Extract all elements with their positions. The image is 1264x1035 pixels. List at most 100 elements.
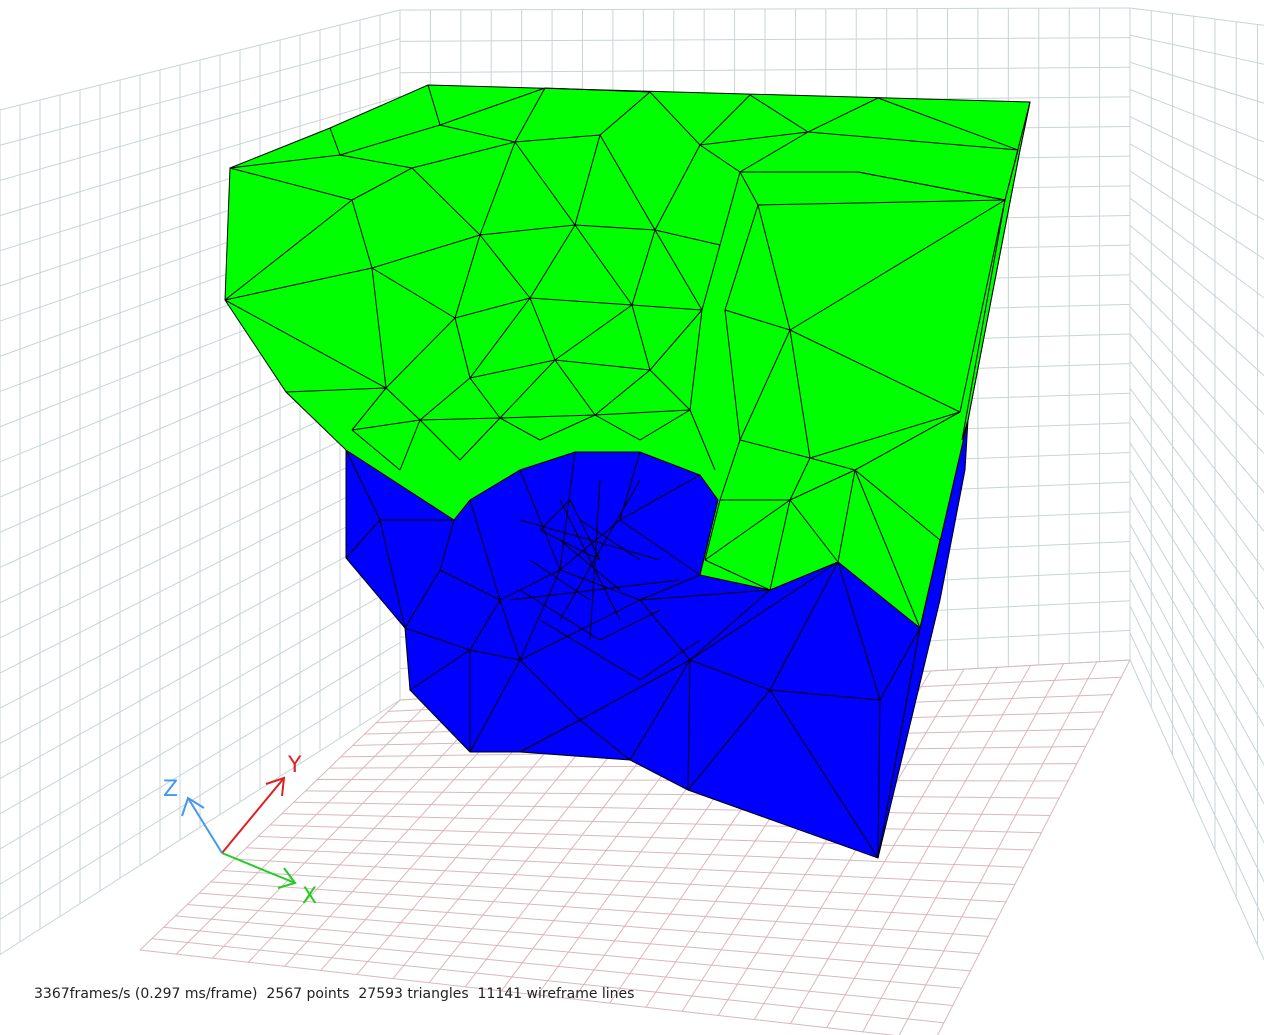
mesh-edge (529, 224, 576, 299)
grid-line (0, 642, 401, 885)
mesh-edge (439, 87, 546, 126)
mesh-edge (529, 559, 591, 601)
mesh-edge (439, 124, 516, 143)
mesh-edge (559, 569, 641, 601)
mesh-edge (427, 84, 441, 126)
mesh-edge (519, 589, 601, 641)
grid-line (399, 7, 1131, 11)
grid-line (234, 858, 1006, 903)
grid-line (305, 790, 1060, 799)
mesh-edge (719, 171, 741, 246)
mesh-edge (519, 569, 561, 661)
mesh-edge (769, 561, 839, 691)
mesh-edge (514, 134, 601, 143)
axis-gizmo: X Y Z (163, 753, 317, 909)
mesh-edge (599, 134, 656, 231)
mesh-edge (229, 167, 353, 201)
mesh-edge (689, 409, 716, 471)
mesh-edge (789, 329, 961, 413)
mesh-edge (329, 127, 341, 156)
mesh-edge (224, 299, 387, 389)
mesh-edge (371, 234, 481, 269)
mesh-edge (589, 479, 601, 641)
grid-line (0, 95, 401, 217)
grid-line (1129, 632, 1264, 922)
mesh-edge (654, 144, 701, 231)
mesh-edge (649, 91, 701, 146)
mesh-edge (285, 387, 387, 393)
mesh-edge (879, 627, 921, 701)
grid-line (0, 555, 401, 780)
mesh-edge (385, 317, 456, 389)
grid-line (0, 440, 401, 639)
grid-line (1129, 89, 1264, 143)
grid-line (1129, 523, 1264, 766)
mesh-edge (519, 519, 661, 561)
mesh-edge (639, 574, 701, 601)
mesh-edge (574, 134, 601, 226)
mesh-edge (409, 649, 471, 691)
mesh-edge (514, 87, 546, 143)
mesh-edge (544, 87, 651, 93)
grid-line (210, 881, 989, 937)
mesh-edge (554, 359, 651, 371)
grid-line (1129, 143, 1264, 221)
mesh-edge (789, 457, 811, 501)
mesh-edge (579, 719, 631, 761)
mesh-edge (757, 204, 791, 331)
y-axis-label: Y (287, 753, 302, 778)
mesh-edge (529, 297, 633, 306)
grid-line (139, 949, 896, 1035)
mesh-edge (689, 561, 839, 661)
mesh-edge (519, 469, 561, 571)
mesh-edge (399, 419, 421, 471)
mesh-edge (439, 569, 501, 601)
mesh-edge (654, 229, 721, 246)
mesh-edge (519, 659, 581, 721)
mesh-edge (877, 699, 881, 859)
mesh-edge (519, 719, 581, 753)
mesh-edge (345, 519, 381, 559)
render-stats: 3367frames/s (0.297 ms/frame) 2567 point… (34, 986, 635, 1002)
grid-line (258, 835, 1024, 868)
mesh-edge (837, 469, 856, 563)
mesh-edge (339, 154, 413, 169)
grid-line (222, 869, 998, 920)
mesh-edge (339, 124, 441, 156)
mesh-edge (757, 199, 1006, 206)
mesh-edge (224, 267, 373, 301)
mesh-edge (699, 144, 741, 173)
mesh-edge (619, 474, 701, 521)
grid-line (0, 498, 401, 709)
mesh-edge (351, 429, 401, 471)
mesh-edge (704, 499, 721, 561)
grid-line (399, 37, 1131, 42)
mesh-edge (459, 417, 501, 461)
mesh-edge (769, 689, 881, 701)
mesh-edge (559, 519, 621, 571)
mesh-edge (469, 659, 521, 753)
mesh-edge (351, 167, 413, 201)
mesh-model[interactable] (224, 84, 1031, 859)
grid-line (175, 915, 962, 989)
mesh-edge (724, 309, 741, 441)
mesh-edge (619, 519, 701, 576)
mesh-edge (574, 224, 633, 306)
mesh-edge (539, 619, 641, 681)
z-axis-label: Z (163, 777, 178, 802)
grid-line (1129, 116, 1264, 182)
mesh-edge (499, 569, 561, 601)
mesh-edge (519, 599, 641, 661)
mesh-edge (689, 659, 771, 691)
mesh-edge (639, 599, 691, 661)
mesh-edge (514, 141, 576, 226)
mesh-edge (789, 469, 856, 501)
mesh-edge (704, 559, 771, 591)
mesh-edge (631, 229, 656, 306)
mesh-edge (559, 499, 621, 621)
mesh-edge (411, 167, 481, 236)
mesh-edge (639, 589, 771, 601)
mesh-edge (469, 377, 501, 419)
